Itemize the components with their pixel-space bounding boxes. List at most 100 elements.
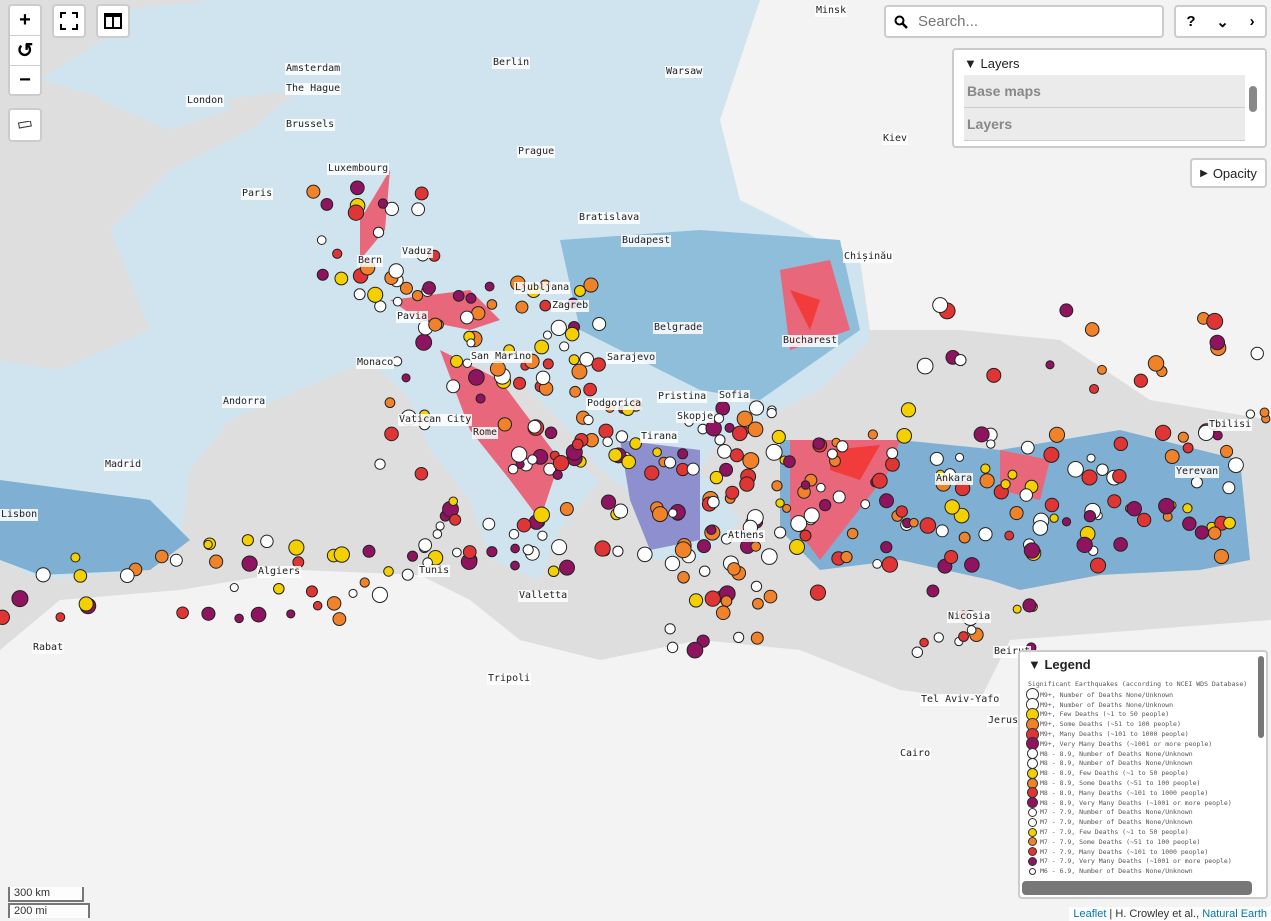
earthquake-marker[interactable] xyxy=(515,300,529,314)
earthquake-marker[interactable] xyxy=(571,438,584,451)
earthquake-marker[interactable] xyxy=(677,448,689,460)
earthquake-marker[interactable] xyxy=(686,641,704,659)
earthquake-marker[interactable] xyxy=(1021,440,1035,455)
earthquake-marker[interactable] xyxy=(583,277,599,293)
earthquake-marker[interactable] xyxy=(709,470,724,485)
earthquake-marker[interactable] xyxy=(209,554,224,569)
earthquake-marker[interactable] xyxy=(1107,494,1122,509)
earthquake-marker[interactable] xyxy=(350,180,365,196)
earthquake-marker[interactable] xyxy=(752,597,764,610)
earthquake-marker[interactable] xyxy=(832,490,846,504)
earthquake-marker[interactable] xyxy=(411,290,424,302)
earthquake-marker[interactable] xyxy=(176,606,189,620)
earthquake-marker[interactable] xyxy=(1158,497,1175,515)
earthquake-marker[interactable] xyxy=(241,534,254,547)
earthquake-marker[interactable] xyxy=(1182,503,1193,514)
earthquake-marker[interactable] xyxy=(542,330,552,340)
earthquake-marker[interactable] xyxy=(446,379,461,394)
leaflet-link[interactable]: Leaflet xyxy=(1073,908,1107,920)
earthquake-marker[interactable] xyxy=(372,226,385,239)
earthquake-marker[interactable] xyxy=(986,439,996,449)
earthquake-marker[interactable] xyxy=(334,271,349,286)
earthquake-marker[interactable] xyxy=(169,553,183,567)
earthquake-marker[interactable] xyxy=(594,540,611,557)
earthquake-marker[interactable] xyxy=(1223,516,1236,530)
earthquake-marker[interactable] xyxy=(1112,469,1127,484)
earthquake-marker[interactable] xyxy=(305,585,318,598)
earthquake-marker[interactable] xyxy=(1059,303,1074,318)
earthquake-marker[interactable] xyxy=(0,609,10,625)
earthquake-marker[interactable] xyxy=(958,631,969,642)
layers-scrollbar[interactable] xyxy=(1249,86,1257,112)
earthquake-marker[interactable] xyxy=(377,198,389,209)
earthquake-marker[interactable] xyxy=(765,443,783,461)
earthquake-marker[interactable] xyxy=(507,463,519,475)
earthquake-marker[interactable] xyxy=(771,429,786,445)
earthquake-marker[interactable] xyxy=(881,556,899,573)
earthquake-marker[interactable] xyxy=(241,555,258,572)
earthquake-marker[interactable] xyxy=(1022,598,1037,613)
earthquake-marker[interactable] xyxy=(926,584,940,598)
earthquake-marker[interactable] xyxy=(763,589,778,604)
earthquake-marker[interactable] xyxy=(203,539,213,550)
earthquake-marker[interactable] xyxy=(428,317,443,332)
earthquake-marker[interactable] xyxy=(415,333,433,351)
earthquake-marker[interactable] xyxy=(1177,431,1189,443)
earthquake-marker[interactable] xyxy=(742,452,760,470)
earthquake-marker[interactable] xyxy=(527,419,542,434)
earthquake-marker[interactable] xyxy=(414,186,429,201)
earthquake-marker[interactable] xyxy=(475,393,486,404)
earthquake-marker[interactable] xyxy=(592,316,607,332)
earthquake-marker[interactable] xyxy=(510,446,528,463)
earthquake-marker[interactable] xyxy=(1089,383,1100,394)
earthquake-marker[interactable] xyxy=(979,473,995,489)
earthquake-marker[interactable] xyxy=(932,297,949,314)
earthquake-marker[interactable] xyxy=(422,281,436,295)
earthquake-marker[interactable] xyxy=(406,550,419,562)
earthquake-marker[interactable] xyxy=(966,625,977,635)
earthquake-marker[interactable] xyxy=(733,631,745,643)
earthquake-marker[interactable] xyxy=(688,593,704,608)
earthquake-marker[interactable] xyxy=(724,422,735,433)
earthquake-marker[interactable] xyxy=(550,319,567,337)
earthquake-marker[interactable] xyxy=(896,428,913,444)
earthquake-marker[interactable] xyxy=(1083,510,1097,523)
opacity-toggle[interactable]: ▶ Opacity xyxy=(1190,158,1267,188)
earthquake-marker[interactable] xyxy=(1194,525,1210,540)
earthquake-marker[interactable] xyxy=(944,499,960,515)
earthquake-marker[interactable] xyxy=(1136,512,1152,528)
earthquake-marker[interactable] xyxy=(462,545,477,559)
earthquake-marker[interactable] xyxy=(468,369,485,386)
earthquake-marker[interactable] xyxy=(1089,557,1107,574)
earthquake-marker[interactable] xyxy=(1067,461,1084,478)
earthquake-marker[interactable] xyxy=(155,549,169,564)
earthquake-marker[interactable] xyxy=(911,646,924,658)
earthquake-marker[interactable] xyxy=(73,569,88,583)
earthquake-marker[interactable] xyxy=(539,299,552,312)
earthquake-marker[interactable] xyxy=(1206,312,1224,330)
earthquake-marker[interactable] xyxy=(826,448,838,460)
earthquake-marker[interactable] xyxy=(312,600,323,611)
earthquake-marker[interactable] xyxy=(1220,444,1234,459)
reset-view-button[interactable]: ↺ xyxy=(10,36,40,66)
earthquake-marker[interactable] xyxy=(885,456,900,472)
earthquake-marker[interactable] xyxy=(1250,346,1264,361)
earthquake-marker[interactable] xyxy=(1259,407,1270,418)
earthquake-marker[interactable] xyxy=(70,552,81,563)
earthquake-marker[interactable] xyxy=(542,358,554,370)
earthquake-marker[interactable] xyxy=(602,436,613,448)
legend-horizontal-scrollbar[interactable] xyxy=(1022,881,1252,895)
earthquake-marker[interactable] xyxy=(954,353,967,367)
earthquake-marker[interactable] xyxy=(799,529,812,542)
legend-header[interactable]: ▼ Legend xyxy=(1028,657,1091,672)
earthquake-marker[interactable] xyxy=(574,285,586,297)
earthquake-marker[interactable] xyxy=(978,527,993,542)
zoom-in-button[interactable]: + xyxy=(10,6,40,36)
earthquake-marker[interactable] xyxy=(846,527,859,540)
earthquake-marker[interactable] xyxy=(872,559,883,569)
earthquake-marker[interactable] xyxy=(664,555,681,572)
earthquake-marker[interactable] xyxy=(229,583,239,593)
earthquake-marker[interactable] xyxy=(326,596,342,611)
earthquake-marker[interactable] xyxy=(715,400,731,416)
